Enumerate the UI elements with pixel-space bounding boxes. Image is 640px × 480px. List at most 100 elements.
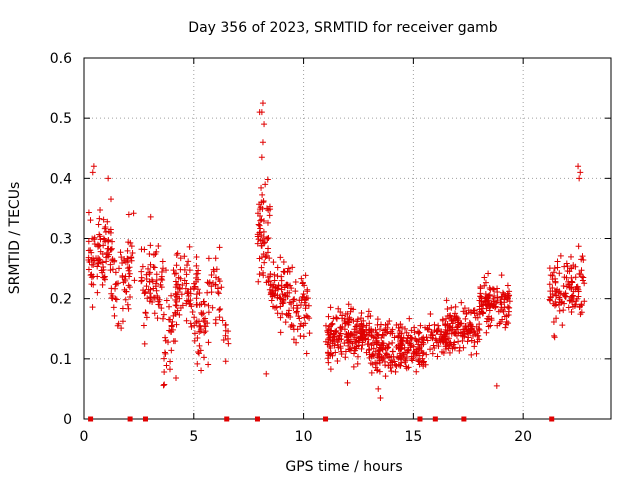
data-point xyxy=(302,296,309,303)
data-point xyxy=(346,319,353,326)
data-point xyxy=(458,299,465,306)
y-axis-label: SRMTID / TECUs xyxy=(7,182,23,295)
data-point xyxy=(442,321,449,328)
baseline-marker xyxy=(127,416,133,422)
data-point xyxy=(121,276,128,283)
data-point xyxy=(448,317,455,324)
data-point xyxy=(153,287,160,294)
data-point xyxy=(306,330,313,337)
data-point xyxy=(298,275,305,282)
data-point xyxy=(143,283,150,290)
data-point xyxy=(155,242,162,249)
data-point xyxy=(264,176,271,183)
data-point xyxy=(257,237,264,244)
data-point xyxy=(266,255,273,262)
data-point xyxy=(118,325,125,332)
data-point xyxy=(195,318,202,325)
data-point xyxy=(413,368,420,375)
data-point xyxy=(430,342,437,349)
data-point xyxy=(139,263,146,270)
data-point xyxy=(575,288,582,295)
data-point xyxy=(563,260,570,267)
data-point xyxy=(201,329,208,336)
data-point xyxy=(112,269,119,276)
data-point xyxy=(389,339,396,346)
data-point xyxy=(549,272,556,279)
data-point xyxy=(276,294,283,301)
data-point xyxy=(561,300,568,307)
data-point xyxy=(557,252,564,259)
data-point xyxy=(389,348,396,355)
data-point xyxy=(376,351,383,358)
data-point xyxy=(443,297,450,304)
data-point xyxy=(186,243,193,250)
data-point xyxy=(205,302,212,309)
data-point xyxy=(401,344,408,351)
data-point xyxy=(485,270,492,277)
data-point xyxy=(277,254,284,261)
data-point xyxy=(145,265,152,272)
data-point xyxy=(187,301,194,308)
data-point xyxy=(377,394,384,401)
baseline-marker xyxy=(549,416,555,422)
data-point xyxy=(506,304,513,311)
data-point xyxy=(159,258,166,265)
data-point xyxy=(195,349,202,356)
data-point xyxy=(126,270,133,277)
data-point xyxy=(333,336,340,343)
data-point xyxy=(281,269,288,276)
data-point xyxy=(127,239,134,246)
data-point xyxy=(351,332,358,339)
data-point xyxy=(130,210,137,217)
data-point xyxy=(451,313,458,320)
data-point xyxy=(146,290,153,297)
data-point xyxy=(375,354,382,361)
data-point xyxy=(193,262,200,269)
data-point xyxy=(444,313,451,320)
data-point xyxy=(334,341,341,348)
data-point xyxy=(574,285,581,292)
data-point xyxy=(172,302,179,309)
data-point xyxy=(420,334,427,341)
data-point xyxy=(483,318,490,325)
data-point xyxy=(149,299,156,306)
data-point xyxy=(162,267,169,274)
data-point xyxy=(271,291,278,298)
data-point xyxy=(418,341,425,348)
data-point xyxy=(379,331,386,338)
data-point xyxy=(498,272,505,279)
data-point xyxy=(173,302,180,309)
data-point xyxy=(480,301,487,308)
data-point xyxy=(458,320,465,327)
data-point xyxy=(410,350,417,357)
data-point xyxy=(88,261,95,268)
x-tick-label: 10 xyxy=(295,429,313,445)
data-point xyxy=(503,318,510,325)
data-point xyxy=(179,302,186,309)
data-point xyxy=(270,290,277,297)
data-point xyxy=(504,282,511,289)
data-point xyxy=(579,277,586,284)
data-point xyxy=(177,275,184,282)
data-point xyxy=(285,265,292,272)
data-point xyxy=(411,329,418,336)
data-point xyxy=(461,305,468,312)
data-point xyxy=(257,225,264,232)
data-point xyxy=(109,256,116,263)
data-point xyxy=(109,238,116,245)
data-point xyxy=(93,255,100,262)
data-point xyxy=(344,310,351,317)
data-point xyxy=(365,336,372,343)
data-point xyxy=(327,366,334,373)
data-point xyxy=(358,309,365,316)
data-point xyxy=(267,206,274,213)
data-point xyxy=(482,290,489,297)
data-point xyxy=(197,326,204,333)
data-point xyxy=(284,282,291,289)
data-point xyxy=(193,291,200,298)
data-point xyxy=(476,306,483,313)
data-point xyxy=(405,347,412,354)
data-point xyxy=(546,281,553,288)
data-point xyxy=(111,258,118,265)
data-point xyxy=(550,319,557,326)
